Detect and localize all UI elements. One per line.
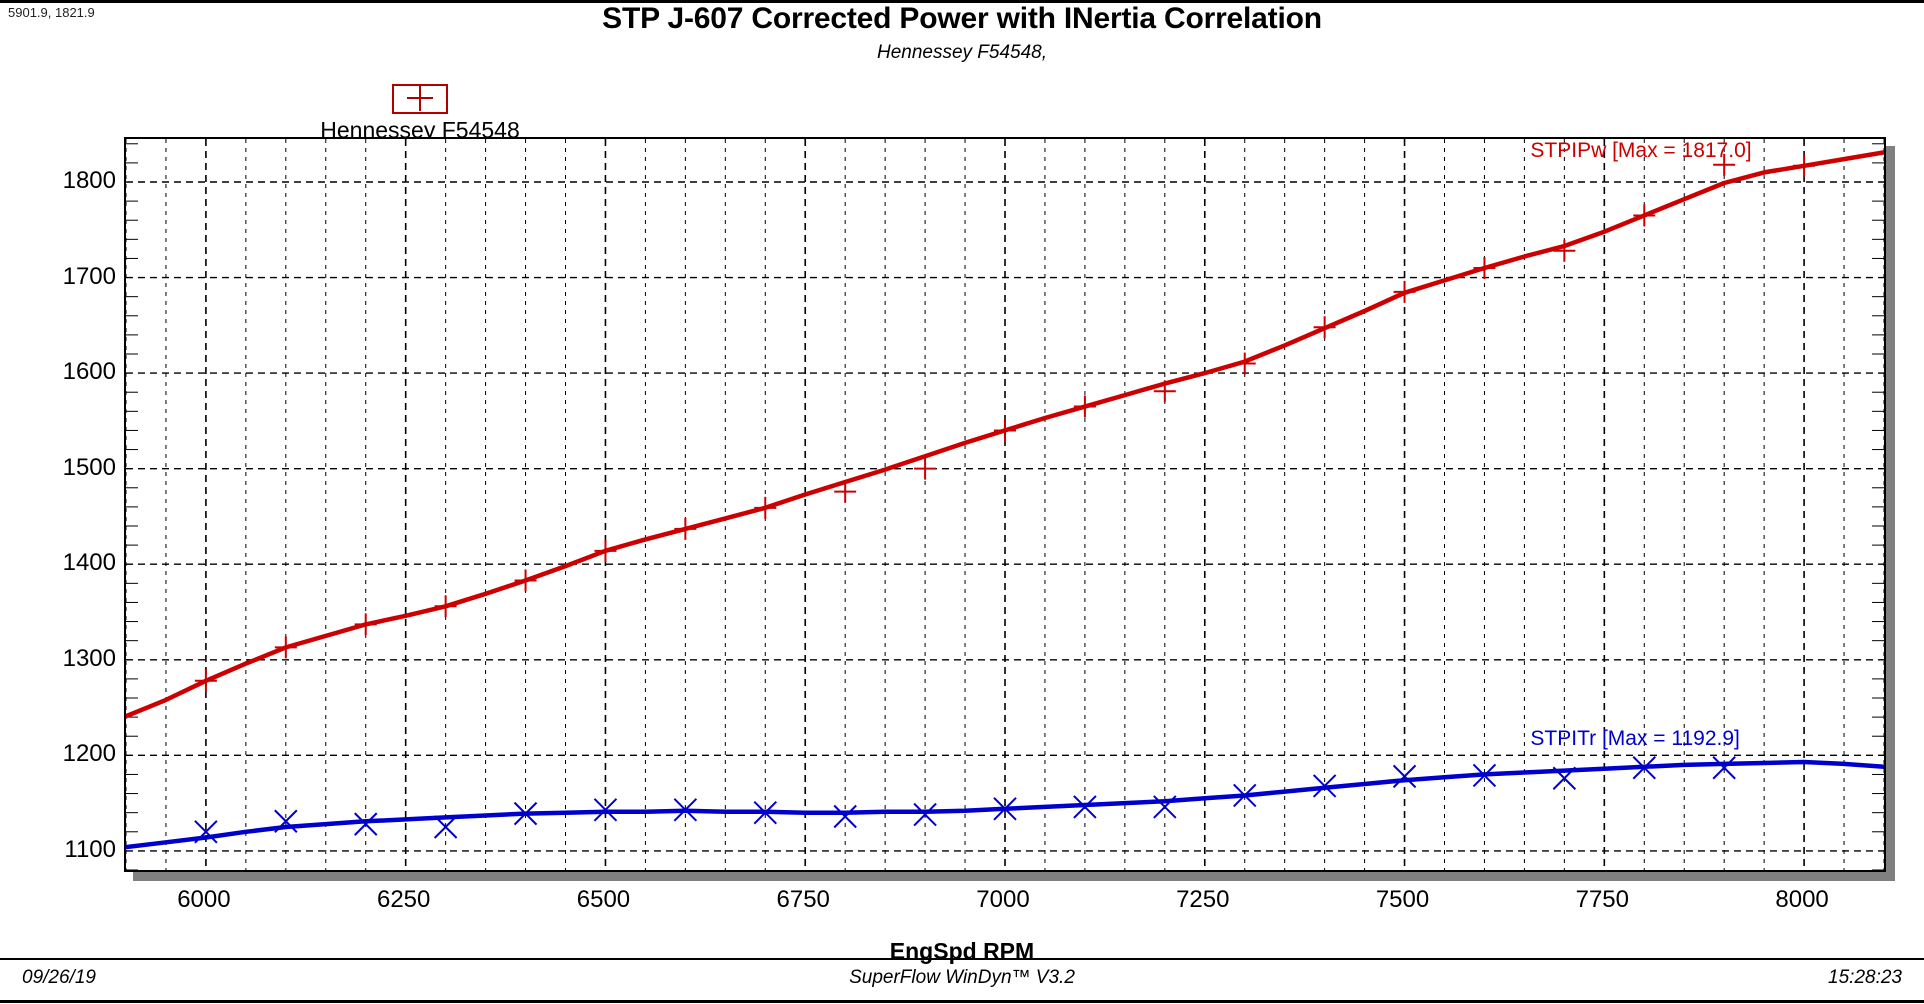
x-axis-ticklabel: 7000 — [976, 886, 1030, 913]
x-axis-ticklabel: 8000 — [1775, 886, 1829, 913]
x-axis-ticklabel: 6500 — [576, 886, 631, 913]
y-axis-ticklabel: 1400 — [62, 549, 116, 577]
plus-marker-icon — [392, 84, 448, 114]
power-curve-annotation: STPIPw [Max = 1817.0] — [1530, 138, 1752, 162]
chart-subtitle: Hennessey F54548, — [876, 42, 1048, 63]
y-axis-ticklabel: 1500 — [62, 453, 116, 481]
plot-curves — [126, 150, 1884, 850]
footer-divider-top — [0, 958, 1924, 960]
y-axis-ticklabel: 1100 — [64, 835, 116, 863]
chart-title: STP J-607 Corrected Power with INertia C… — [602, 2, 1322, 35]
y-axis-ticklabel: 1700 — [62, 262, 116, 290]
footer-application-name: SuperFlow WinDyn™ V3.2 — [849, 967, 1075, 988]
y-axis-ticklabel: 1800 — [62, 167, 116, 194]
x-axis-ticklabel: 7750 — [1575, 886, 1629, 913]
cursor-coordinate-readout: 5901.9, 1821.9 — [8, 5, 95, 20]
x-axis-ticklabel: 6750 — [776, 886, 830, 913]
x-axis-ticklabel: 7500 — [1375, 886, 1430, 913]
y-axis-ticklabel: 1300 — [62, 644, 116, 672]
plot-area[interactable] — [124, 137, 1886, 872]
x-axis-ticklabel: 7250 — [1176, 886, 1230, 913]
y-axis-ticklabel: 1600 — [62, 358, 116, 386]
plot-gridlines — [126, 139, 1884, 870]
y-axis-ticklabel: 1200 — [62, 740, 116, 768]
x-axis-ticklabel: 6000 — [177, 886, 231, 913]
footer-divider-bottom — [0, 1000, 1924, 1003]
x-axis-ticklabel: 6250 — [376, 886, 431, 913]
footer-time: 15:28:23 — [1828, 967, 1902, 988]
legend: Hennessey F54548 — [305, 84, 535, 144]
footer-date: 09/26/19 — [22, 967, 96, 988]
x-axis-label: EngSpd RPM — [889, 938, 1035, 964]
torque-curve-annotation: STPITr [Max = 1192.9] — [1530, 727, 1740, 751]
window-top-border — [0, 0, 1924, 3]
